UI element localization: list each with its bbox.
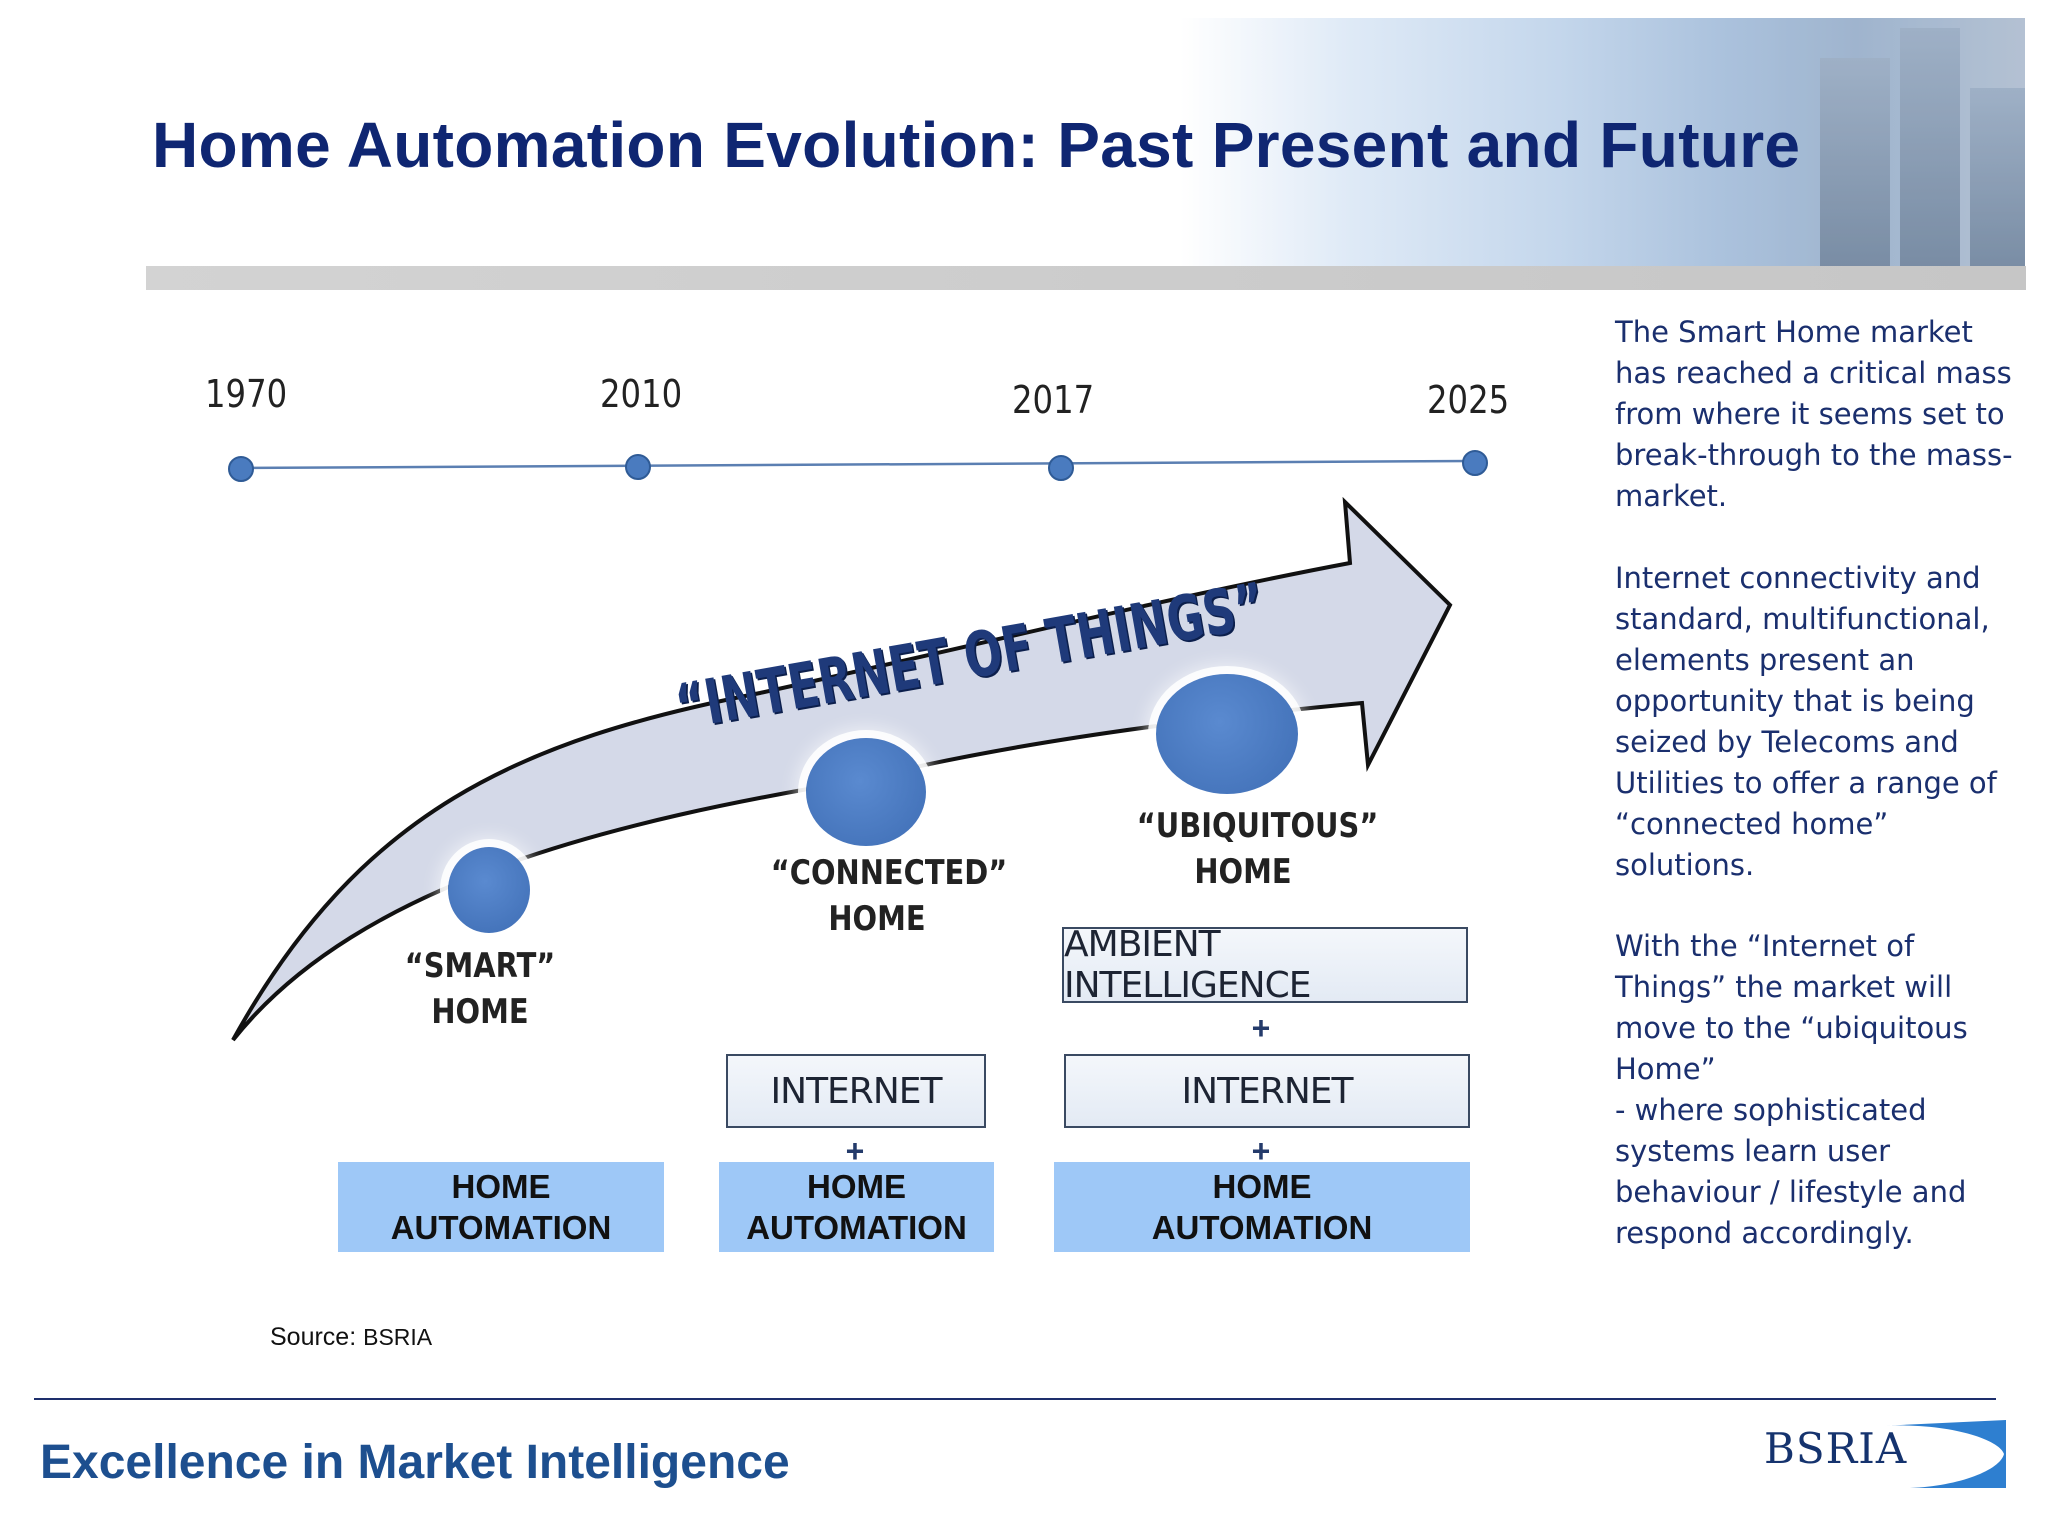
timeline-dot-2010 <box>625 454 651 480</box>
home-automation-box: HOME AUTOMATION <box>719 1162 994 1252</box>
bsria-logo: BSRIA <box>1760 1420 2006 1488</box>
side-paragraph-2: Internet connectivity and standard, mult… <box>1615 561 1997 882</box>
timeline-dot-2025 <box>1462 450 1488 476</box>
year-label: 2017 <box>1012 378 1095 422</box>
ubiquitous-home-circle <box>1156 674 1298 794</box>
year-label: 1970 <box>205 372 288 416</box>
header-bar <box>146 266 2026 290</box>
side-paragraph-3: With the “Internet of Things” the market… <box>1615 929 1968 1086</box>
side-paragraph-4: - where sophisticated systems learn user… <box>1615 1093 1967 1250</box>
internet-box: INTERNET <box>1064 1054 1470 1128</box>
timeline-dot-1970 <box>228 456 254 482</box>
source-note: Source: BSRIA <box>270 1323 432 1352</box>
logo-text: BSRIA <box>1764 1424 1908 1473</box>
plus-sign: + <box>845 1133 865 1169</box>
timeline-dot-2017 <box>1048 455 1074 481</box>
year-label: 2010 <box>600 372 683 416</box>
connected-home-circle <box>806 738 926 846</box>
timeline-line <box>239 459 1474 470</box>
page-title: Home Automation Evolution: Past Present … <box>152 109 1801 181</box>
connected-home-label: “CONNECTED” HOME <box>770 853 1008 939</box>
source-label: Source: <box>270 1323 357 1351</box>
ambient-intelligence-box: AMBIENT INTELLIGENCE <box>1062 924 1468 1006</box>
plus-sign: + <box>1251 1133 1271 1169</box>
source-name: BSRIA <box>363 1324 433 1350</box>
footer-divider <box>34 1398 1996 1400</box>
ubiquitous-home-label: “UBIQUITOUS” HOME <box>1136 806 1379 892</box>
footer-tagline: Excellence in Market Intelligence <box>40 1436 790 1489</box>
year-label: 2025 <box>1427 378 1510 422</box>
smart-home-circle <box>448 847 530 933</box>
logo-swoosh-icon <box>1880 1420 2006 1488</box>
side-paragraph-1: The Smart Home market has reached a crit… <box>1615 315 2013 513</box>
home-automation-box: HOME AUTOMATION <box>1054 1162 1470 1252</box>
internet-box: INTERNET <box>726 1054 986 1128</box>
plus-sign: + <box>1251 1010 1271 1046</box>
home-automation-box: HOME AUTOMATION <box>338 1162 664 1252</box>
header-photo <box>1180 18 2025 288</box>
smart-home-label: “SMART” HOME <box>404 946 556 1032</box>
